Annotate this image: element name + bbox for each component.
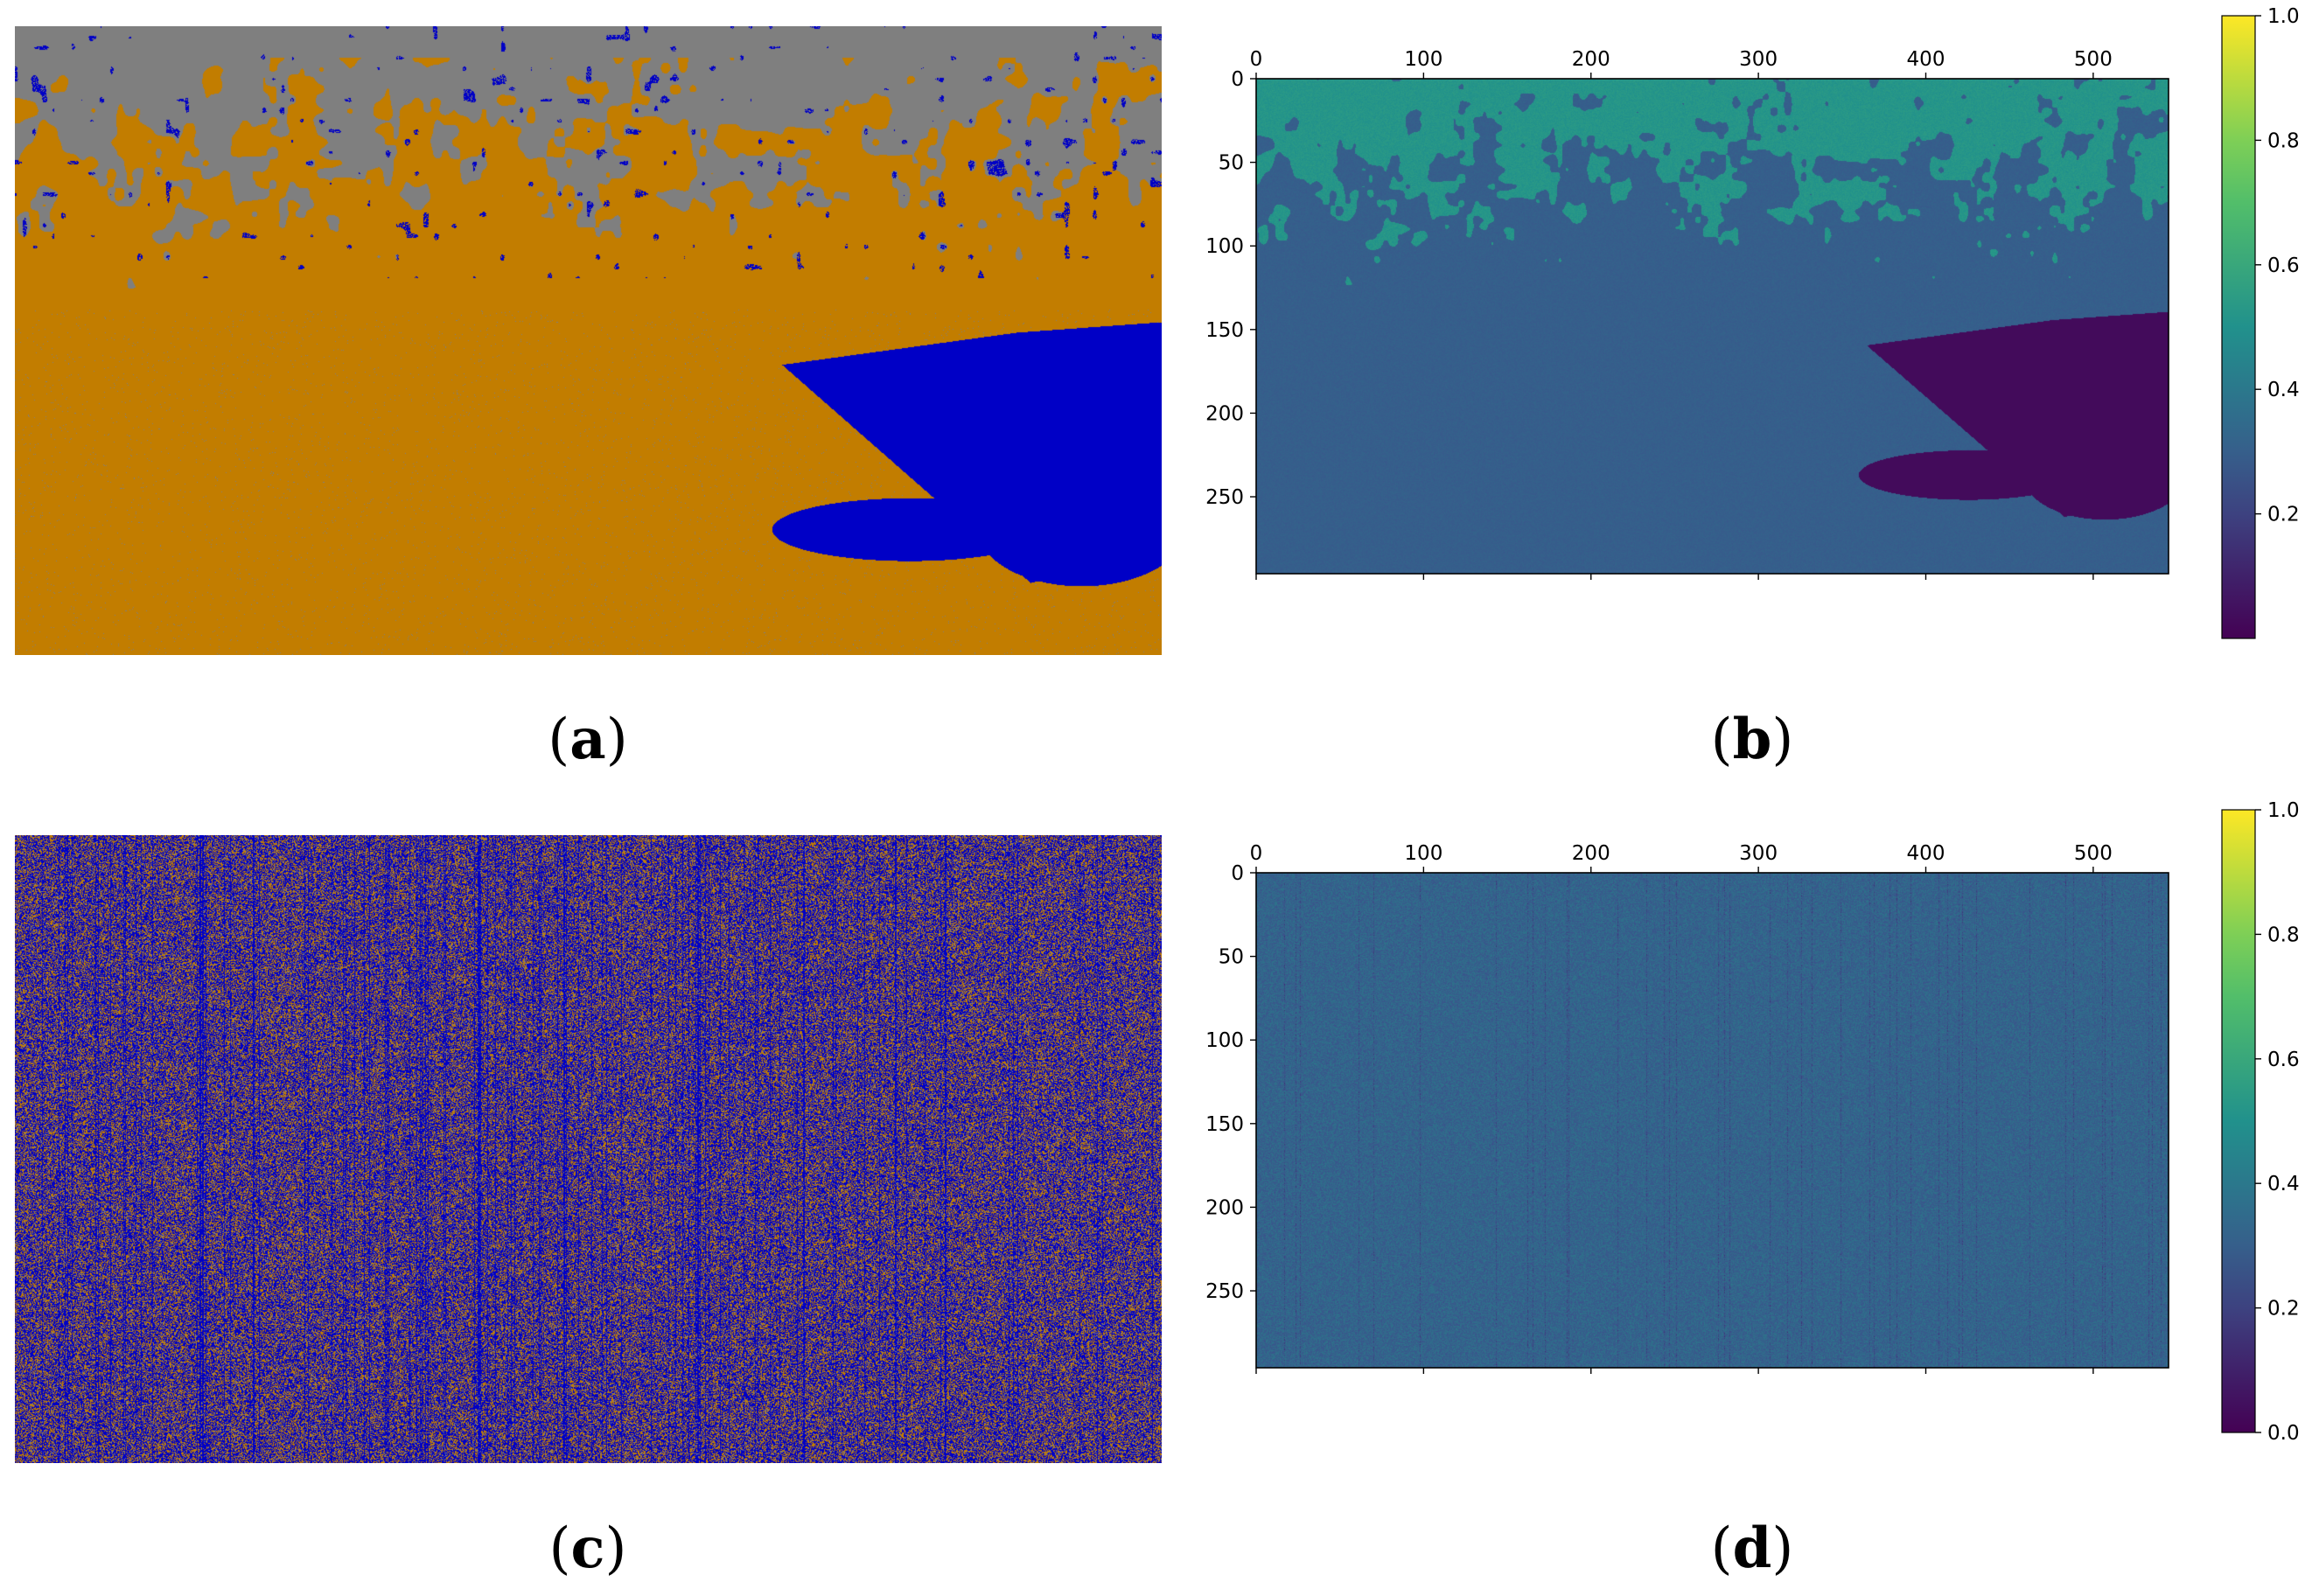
colorbar-tick-label: 1.0: [2267, 799, 2300, 822]
colorbar-tick-label: 0.2: [2267, 504, 2300, 526]
x-tick-label: 300: [1739, 842, 1778, 865]
heatmap-raster: [1256, 873, 2169, 1368]
x-tick-label: 0: [1250, 48, 1263, 71]
caption-a: (a): [548, 707, 628, 772]
y-tick-label: 250: [1205, 486, 1244, 509]
y-tick-label: 200: [1205, 402, 1244, 425]
y-tick-label: 0: [1231, 862, 1244, 885]
colorbar: [2221, 15, 2256, 639]
y-tick-label: 50: [1219, 946, 1244, 969]
y-tick-label: 250: [1205, 1280, 1244, 1303]
x-tick-label: 200: [1572, 48, 1610, 71]
segmentation-map-a: [15, 26, 1162, 655]
y-tick-label: 150: [1205, 319, 1244, 342]
colorbar-tick-label: 0.8: [2267, 923, 2300, 946]
x-tick-label: 100: [1404, 48, 1442, 71]
colorbar-tick-label: 0.4: [2267, 1173, 2300, 1195]
colorbar-tick-label: 0.2: [2267, 1298, 2300, 1321]
x-tick-label: 0: [1250, 842, 1263, 865]
heatmap-chart-d: 0 100 200 300 400 500 0 50 100 150 200 250 1.0 0.8 0.6…: [1205, 799, 2299, 1445]
x-tick-label: 100: [1404, 842, 1442, 865]
heatmap-raster: [1256, 79, 2169, 574]
y-tick-label: 100: [1205, 235, 1244, 258]
y-tick-label: 50: [1219, 152, 1244, 175]
x-tick-label: 400: [1907, 48, 1945, 71]
colorbar-tick-label: 0.6: [2267, 1049, 2300, 1071]
colorbar-tick-label: 0.6: [2267, 254, 2300, 277]
x-tick-label: 200: [1572, 842, 1610, 865]
colorbar-tick-label: 0.0: [2267, 1422, 2300, 1445]
y-tick-label: 0: [1231, 68, 1244, 91]
y-tick-label: 150: [1205, 1113, 1244, 1136]
caption-d: (d): [1710, 1516, 1794, 1581]
colorbar: [2221, 809, 2256, 1433]
colorbar-tick-label: 0.8: [2267, 129, 2300, 152]
heatmap-pixels: [1256, 873, 2169, 1368]
caption-c: (c): [548, 1516, 627, 1581]
colorbar-tick-label: 1.0: [2267, 5, 2300, 28]
x-tick-label: 400: [1907, 842, 1945, 865]
heatmap-pixels: [1256, 79, 2169, 574]
x-tick-label: 300: [1739, 48, 1778, 71]
plot-frame: [1255, 78, 2169, 575]
segmentation-map-c: [15, 835, 1162, 1463]
plot-frame: [1255, 872, 2169, 1369]
heatmap-chart-b: 0 100 200 300 400 500 0 50 100 150 200 250 1.0 0.8 0.6…: [1205, 5, 2300, 639]
x-tick-label: 500: [2074, 842, 2113, 865]
y-tick-label: 200: [1205, 1196, 1244, 1219]
x-tick-label: 500: [2074, 48, 2113, 71]
y-tick-label: 100: [1205, 1029, 1244, 1052]
colorbar-tick-label: 0.4: [2267, 379, 2300, 401]
caption-b: (b): [1710, 707, 1794, 772]
